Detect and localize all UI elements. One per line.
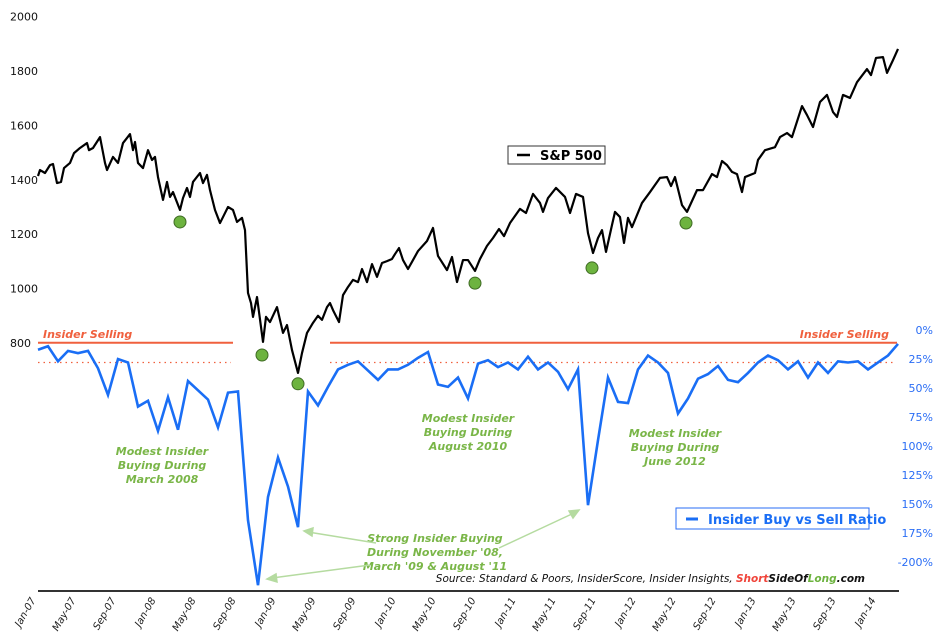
x-tick-label: May-11 [531, 596, 559, 633]
brand-com: .com [837, 573, 865, 585]
arrow-head-icon [265, 572, 278, 584]
annotation-strong-line1: Strong Insider Buying [367, 532, 503, 545]
annotation-aug2010-line2: Buying During [424, 426, 513, 439]
left-tick-label: 1800 [10, 65, 38, 78]
x-tick-label: May-12 [651, 596, 679, 633]
x-axis: Jan-07 May-07 Sep-07 Jan-08 May-08 Sep-08 Jan-… [12, 595, 878, 633]
x-tick-label: Jan-09 [252, 596, 278, 631]
annotation-march2008-line2: Buying During [118, 459, 207, 472]
buy-signal-marker [291, 377, 305, 391]
x-tick-label: Sep-13 [811, 596, 838, 632]
annotation-june2012-line1: Modest Insider [629, 427, 722, 440]
x-tick-label: Sep-07 [91, 595, 118, 632]
legend-box [675, 507, 870, 530]
x-tick-label: May-13 [771, 596, 799, 633]
brand-side: SideOf [768, 573, 809, 585]
right-tick-label: 0% [916, 324, 933, 337]
x-tick-label: Jan-07 [12, 595, 39, 630]
insider-selling-label-right: Insider Selling [800, 328, 889, 341]
arrow-aug11 [498, 512, 575, 549]
sp500-line [36, 48, 900, 375]
x-tick-label: Sep-11 [571, 596, 598, 632]
annotation-strong-line2: During November '08, [367, 546, 503, 559]
right-axis: 0% 25% 50% 75% 100% 125% 150% 175% -200% [898, 324, 933, 569]
right-tick-label: -200% [898, 556, 933, 569]
x-tick-label: Jan-11 [492, 596, 518, 631]
insider-selling-label-left: Insider Selling [43, 328, 132, 341]
brand-long: Long [808, 573, 837, 585]
arrow-head-icon [302, 526, 314, 538]
x-tick-label: Jan-08 [132, 596, 158, 631]
legend-label-sp500: S&P 500 [540, 149, 602, 164]
arrow-nov08 [307, 531, 377, 544]
left-tick-label: 1600 [10, 119, 38, 132]
annotation-march2008-line1: Modest Insider [116, 445, 209, 458]
legend-sp500: S&P 500 [507, 145, 606, 165]
annotation-june2012-line3: June 2012 [642, 455, 706, 468]
annotation-aug2010-line1: Modest Insider [422, 412, 515, 425]
x-tick-label: May-08 [171, 596, 199, 633]
x-tick-label: May-10 [411, 596, 439, 633]
right-tick-label: 150% [902, 498, 933, 511]
left-tick-label: 800 [10, 337, 31, 350]
left-tick-label: 1000 [10, 283, 38, 296]
annotation-arrows [265, 509, 581, 584]
x-tick-label: May-07 [51, 595, 79, 633]
buy-signal-marker [468, 276, 482, 290]
right-tick-label: 175% [902, 527, 933, 540]
x-tick-label: Jan-13 [732, 596, 758, 631]
buy-signal-marker [255, 348, 269, 362]
x-tick-label: Jan-14 [852, 596, 878, 631]
x-tick-label: Sep-09 [331, 596, 358, 632]
right-tick-label: 100% [902, 440, 933, 453]
right-tick-label: 50% [909, 382, 933, 395]
reference-lines [38, 341, 897, 364]
source-prefix: Source: Standard & Poors, InsiderScore, … [436, 573, 736, 585]
x-tick-label: Jan-10 [372, 596, 398, 631]
left-tick-label: 1200 [10, 228, 38, 241]
insider-ratio-line [37, 343, 899, 586]
x-tick-label: Jan-12 [612, 596, 638, 631]
annotation-march2008-line3: March 2008 [126, 473, 199, 486]
legend-box [507, 145, 606, 165]
right-tick-label: 125% [902, 469, 933, 482]
x-tick-label: May-09 [291, 596, 319, 633]
annotation-aug2010-line3: August 2010 [428, 440, 508, 453]
buy-signal-marker [585, 261, 599, 275]
source-note: Source: Standard & Poors, InsiderScore, … [436, 573, 865, 585]
right-tick-label: 25% [909, 353, 933, 366]
x-tick-label: Sep-08 [211, 596, 238, 632]
x-tick-label: Sep-10 [451, 596, 478, 632]
annotation-strong-line3: March '09 & August '11 [363, 560, 507, 573]
legend-ratio: Insider Buy vs Sell Ratio [675, 507, 886, 530]
arrow-mar09 [271, 564, 371, 579]
buy-signal-marker [173, 215, 187, 229]
annotation-june2012-line2: Buying During [631, 441, 720, 454]
left-tick-label: 1400 [10, 174, 38, 187]
arrow-head-icon [567, 509, 581, 520]
right-tick-label: 75% [909, 411, 933, 424]
brand-short: Short [736, 573, 769, 585]
left-axis: 800 1000 1200 1400 1600 1800 2000 [10, 11, 38, 350]
left-tick-label: 2000 [10, 11, 38, 24]
buy-signal-marker [679, 216, 693, 230]
series-layer [36, 48, 900, 586]
x-tick-label: Sep-12 [691, 596, 718, 632]
legend-label-ratio: Insider Buy vs Sell Ratio [708, 513, 886, 528]
